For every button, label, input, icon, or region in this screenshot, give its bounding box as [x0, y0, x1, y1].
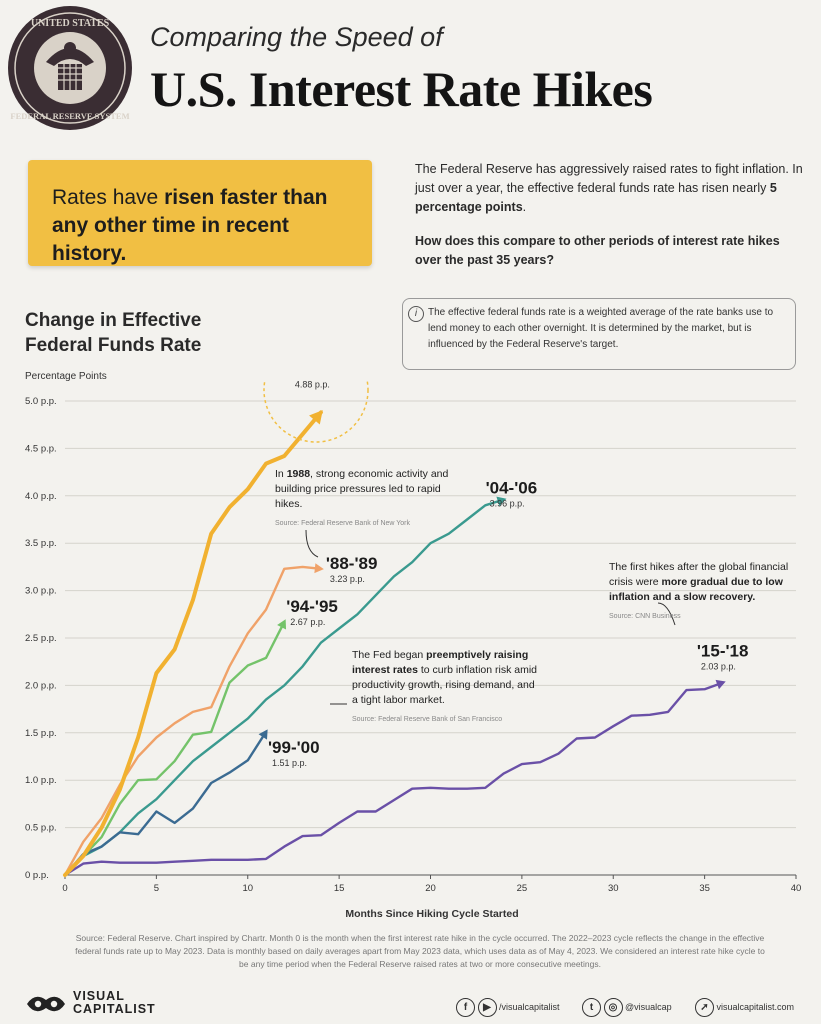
- federal-reserve-seal: UNITED STATES FEDERAL RESERVE SYSTEM: [8, 6, 132, 130]
- info-box: [402, 298, 796, 370]
- x-tick-label: 20: [425, 883, 436, 894]
- callout-box: [28, 160, 372, 266]
- x-tick-label: 40: [791, 883, 802, 894]
- website-url[interactable]: visualcapitalist.com: [716, 1001, 795, 1012]
- annotation-2015: The first hikes after the global financi…: [609, 560, 799, 624]
- highlight-circle: [263, 380, 369, 443]
- x-tick-label: 10: [242, 883, 253, 894]
- svg-text:UNITED STATES: UNITED STATES: [31, 18, 110, 29]
- annotation-source: Source: Federal Reserve Bank of New York: [275, 520, 411, 527]
- y-tick-label: 5.0 p.p.: [25, 396, 57, 407]
- series-name-label: '99-'00: [268, 738, 320, 757]
- annotation-1988: In 1988, strong economic activity and bu…: [275, 467, 460, 531]
- series-name-label: '04-'06: [486, 479, 538, 498]
- youtube-icon[interactable]: ▶: [477, 998, 497, 1017]
- page-title: U.S. Interest Rate Hikes: [150, 61, 653, 117]
- cursor-icon[interactable]: ➚: [695, 998, 714, 1017]
- sources-note: Source: Federal Reserve. Chart inspired …: [75, 933, 765, 969]
- series-value-label: 1.51 p.p.: [272, 758, 307, 768]
- x-axis-label: Months Since Hiking Cycle Started: [345, 908, 518, 920]
- twitter-icon[interactable]: t: [582, 998, 601, 1017]
- x-tick-label: 30: [608, 883, 619, 894]
- annotation-source: Source: Federal Reserve Bank of San Fran…: [352, 716, 503, 723]
- series-value-label: 3.96 p.p.: [490, 499, 525, 509]
- x-tick-label: 25: [517, 883, 528, 894]
- series-value-label: 4.88 p.p.: [295, 380, 330, 389]
- series-line: [63, 498, 505, 877]
- subtitle: Comparing the Speed of: [150, 22, 443, 52]
- gridlines: [64, 400, 797, 879]
- y-tick-label: 3.0 p.p.: [25, 586, 57, 597]
- y-tick-label: 1.5 p.p.: [25, 728, 57, 739]
- logo-text: VISUAL CAPITALIST: [73, 989, 156, 1016]
- connector-line: [305, 529, 319, 558]
- facebook-icon[interactable]: f: [456, 998, 475, 1017]
- intro-paragraph: The Federal Reserve has aggressively rai…: [415, 162, 803, 214]
- y-tick-label: 2.0 p.p.: [25, 680, 57, 691]
- series-line: [63, 410, 323, 877]
- chart-title: Change in Effective Federal Funds Rate: [25, 310, 202, 356]
- svg-text:FEDERAL RESERVE SYSTEM: FEDERAL RESERVE SYSTEM: [10, 111, 129, 121]
- intro-question: How does this compare to other periods o…: [415, 234, 780, 267]
- y-tick-label: 1.0 p.p.: [25, 775, 57, 786]
- y-tick-label: 4.5 p.p.: [25, 443, 57, 454]
- y-axis-label: Percentage Points: [25, 371, 107, 382]
- y-tick-label: 2.5 p.p.: [25, 633, 57, 644]
- y-tick-label: 3.5 p.p.: [25, 538, 57, 549]
- x-tick-label: 35: [699, 883, 710, 894]
- social-handle[interactable]: @visualcap: [625, 1001, 672, 1012]
- x-tick-labels: 0 5 10 15 20 25 30 35 40: [62, 883, 801, 894]
- series-name-label: '15-'18: [697, 642, 749, 661]
- annotation-source: Source: CNN Business: [609, 613, 681, 620]
- x-tick-label: 0: [62, 883, 67, 894]
- instagram-icon[interactable]: ◎: [603, 998, 623, 1017]
- series-name-label: '88-'89: [326, 554, 378, 573]
- series-arrowhead: [309, 410, 323, 425]
- y-tick-label: 0.5 p.p.: [25, 823, 57, 834]
- series-value-label: 2.03 p.p.: [701, 662, 736, 672]
- website-link[interactable]: ➚ visualcapitalist.com: [695, 998, 794, 1017]
- info-icon: i: [408, 306, 424, 322]
- series-line: [63, 620, 286, 877]
- series-value-label: 2.67 p.p.: [290, 617, 325, 627]
- social-twitter-instagram[interactable]: t ◎ @visualcap: [582, 998, 672, 1017]
- series-line: [63, 681, 725, 877]
- y-tick-label: 0 p.p.: [25, 870, 49, 881]
- series-arrowhead: [258, 729, 268, 740]
- series-value-label: 3.23 p.p.: [330, 574, 365, 584]
- line-chart: 0 p.p. 0.5 p.p. 1.0 p.p. 1.5 p.p. 2.0 p.p. 2.…: [25, 380, 801, 920]
- series-lines: [63, 410, 726, 877]
- visual-capitalist-logo-icon: [27, 996, 65, 1012]
- info-text: The effective federal funds rate is a we…: [428, 307, 774, 350]
- connector-line: [657, 602, 676, 626]
- series-arrowhead: [496, 496, 507, 507]
- series-name-label: '94-'95: [286, 597, 338, 616]
- y-tick-labels: 0 p.p. 0.5 p.p. 1.0 p.p. 1.5 p.p. 2.0 p.p. 2.…: [25, 396, 57, 881]
- series-labels: '15-'182.03 p.p. '04-'063.96 p.p. '99-'001…: [268, 380, 748, 768]
- series-line: [63, 730, 268, 877]
- series-arrowhead: [715, 679, 726, 690]
- callout-text: Rates have risen faster than any other t…: [52, 186, 328, 265]
- social-youtube-facebook[interactable]: f ▶ /visualcapitalist: [456, 998, 560, 1017]
- series-arrowhead: [277, 619, 287, 630]
- social-handle[interactable]: /visualcapitalist: [499, 1001, 560, 1012]
- x-tick-label: 15: [334, 883, 345, 894]
- series-arrowhead: [314, 563, 324, 574]
- series-line: [63, 565, 323, 877]
- x-tick-label: 5: [154, 883, 159, 894]
- y-tick-label: 4.0 p.p.: [25, 491, 57, 502]
- annotation-1999: The Fed began preemptively raising inter…: [352, 648, 542, 727]
